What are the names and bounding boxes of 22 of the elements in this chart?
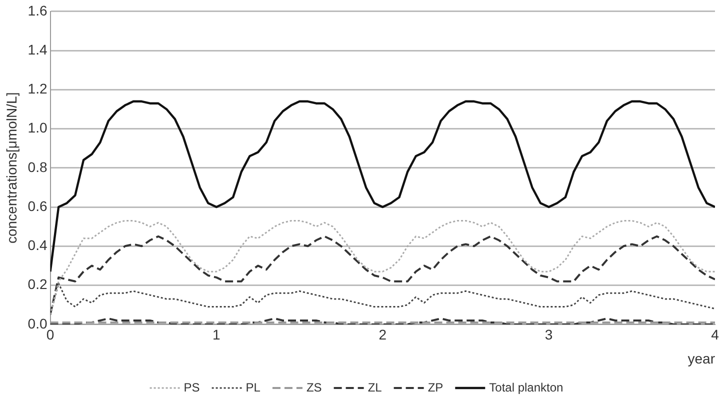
y-axis-title: concentrations[μmolN/L]: [3, 92, 20, 244]
y-tick-label: 0.6: [28, 198, 48, 214]
y-tick-label: 1.6: [28, 2, 48, 18]
legend-label: ZL: [368, 380, 382, 394]
x-tick-label: 3: [544, 326, 553, 343]
x-tick-label: 0: [46, 326, 54, 343]
x-tick-label: 1: [212, 326, 221, 343]
x-axis-title: year: [688, 350, 716, 366]
legend-label: PL: [246, 380, 261, 394]
legend-label: PS: [184, 380, 200, 394]
y-tick-label: 0.4: [28, 237, 48, 254]
y-tick-label: 1.4: [28, 41, 48, 58]
y-tick-label: 0.8: [28, 158, 48, 175]
y-tick-label: 1.0: [28, 120, 48, 136]
legend-label: Total plankton: [489, 380, 564, 394]
y-tick-label: 1.2: [28, 80, 48, 97]
y-tick-label: 0.2: [28, 276, 48, 292]
y-tick-label: 0.0: [28, 315, 48, 332]
x-tick-label: 4: [711, 326, 720, 343]
legend-label: ZP: [428, 380, 444, 394]
x-tick-label: 2: [378, 326, 387, 343]
legend-label: ZS: [306, 380, 322, 394]
